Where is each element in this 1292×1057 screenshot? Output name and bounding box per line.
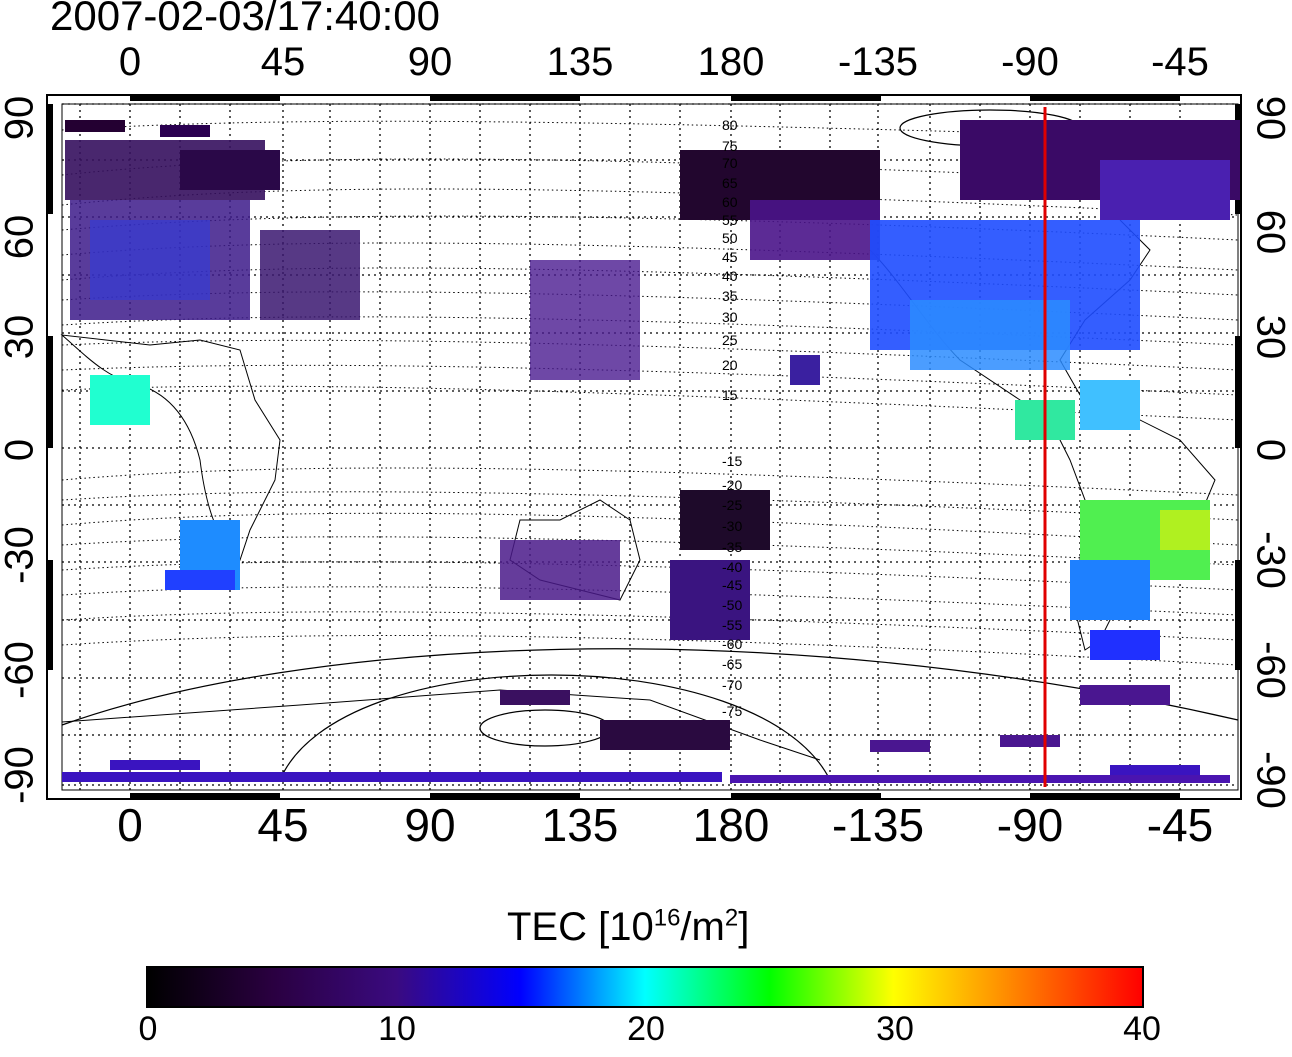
lon-tick: 0	[118, 40, 142, 84]
lon-tick: 135	[541, 799, 619, 851]
mlat-label: 25	[722, 332, 738, 348]
mlat-label: 70	[722, 155, 738, 171]
colorbar-title-unit: /m	[680, 905, 725, 949]
colorbar-tick: 10	[378, 1010, 416, 1048]
lon-tick: -135	[837, 40, 919, 84]
mlat-label: 20	[722, 357, 738, 373]
mlat-label: 50	[722, 230, 738, 246]
lon-tick: 45	[257, 799, 309, 851]
mlat-label: 30	[722, 309, 738, 325]
lon-tick: 90	[404, 799, 456, 851]
mlat-label: 55	[722, 212, 738, 228]
colorbar-tick: 30	[876, 1010, 914, 1048]
map-timestamp: 2007-02-03/17:40:00	[50, 0, 440, 39]
mlat-label: -65	[722, 656, 742, 672]
colorbar-title-exponent: 2	[724, 904, 739, 932]
lon-tick: 180	[692, 799, 770, 851]
mlat-label: -40	[722, 559, 742, 575]
lon-tick: 135	[546, 40, 614, 84]
colorbar	[146, 966, 1144, 1008]
mlat-label: 60	[722, 194, 738, 210]
mlat-label: 75	[722, 138, 738, 154]
mlat-label: -15	[722, 453, 742, 469]
colorbar-tick: 20	[627, 1010, 665, 1048]
mlat-label: 45	[722, 249, 738, 265]
mlat-label: -45	[722, 577, 742, 593]
colorbar-tick: 0	[138, 1010, 158, 1048]
lon-tick: -135	[831, 799, 925, 851]
colorbar-title: TEC [1016/m2]	[507, 905, 749, 950]
colorbar-title-end: ]	[738, 905, 750, 949]
mlat-label: 35	[722, 288, 738, 304]
mlat-label: -30	[722, 518, 742, 534]
mlat-label: 40	[722, 268, 738, 284]
tec-map: 80 75 70 65 60 55 50 45 40 35 30 25 20 1…	[46, 94, 1242, 800]
south-pole-contours	[61, 109, 1239, 781]
lon-tick: -45	[1146, 799, 1214, 851]
lon-tick: -90	[996, 799, 1064, 851]
mlat-label: -35	[722, 539, 742, 555]
mlat-label-group: 80 75 70 65 60 55 50 45 40 35 30 25 20 1…	[722, 117, 742, 719]
colorbar-tick: 40	[1123, 1010, 1161, 1048]
mlat-label: -60	[722, 636, 742, 652]
lon-tick: 0	[117, 799, 143, 851]
mlat-label: -20	[722, 477, 742, 493]
lon-tick: 180	[697, 40, 765, 84]
mlat-label: -25	[722, 497, 742, 513]
mlat-label: -70	[722, 677, 742, 693]
mlat-label: -55	[722, 617, 742, 633]
mlat-label: 65	[722, 175, 738, 191]
colorbar-title-text: TEC [10	[507, 905, 654, 949]
mlat-label: -50	[722, 597, 742, 613]
lon-tick: -90	[1001, 40, 1059, 84]
lon-tick: 45	[260, 40, 306, 84]
lon-tick: -45	[1151, 40, 1209, 84]
mlat-label: -75	[722, 703, 742, 719]
lon-tick: 90	[407, 40, 453, 84]
colorbar-title-exponent: 16	[653, 904, 681, 932]
mlat-label: 15	[722, 387, 738, 403]
mlat-label: 80	[722, 117, 738, 133]
